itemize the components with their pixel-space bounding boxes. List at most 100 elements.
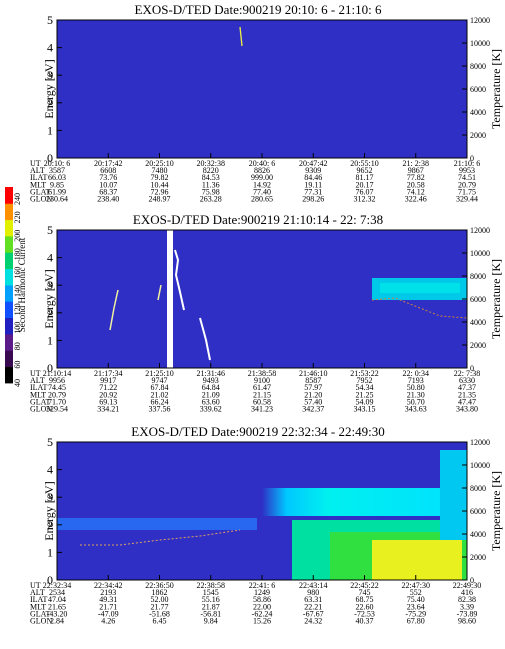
ytick-right-label: 6000: [470, 85, 486, 94]
table-cell: 263.28: [200, 195, 222, 204]
table-time-cell: 20:40: 6: [249, 159, 275, 168]
table-time-cell: 21:10: 6: [454, 159, 480, 168]
colorbar-tick-label: 200: [13, 230, 22, 242]
panel-1-plot-area: [57, 20, 467, 158]
table-cell: -73.89: [457, 609, 478, 618]
table-row-label: UT: [30, 159, 41, 168]
ytick-right-label: 12000: [470, 16, 490, 25]
colorbar-cell: [5, 268, 13, 286]
plot-frame: [56, 229, 468, 369]
panel-1: EXOS-D/TED Date:900219 20:10: 6 - 21:10:…: [30, 2, 503, 204]
table-cell: 57.97: [304, 383, 322, 392]
table-cell: 980: [307, 588, 319, 597]
table-cell: 21.71: [99, 602, 117, 611]
table-cell: 72.96: [151, 187, 169, 196]
table-cell: -47.09: [98, 609, 119, 618]
table-row-label: MLT: [30, 180, 46, 189]
colorbar-tick-label: 220: [13, 211, 22, 223]
table-cell: 10.07: [99, 180, 117, 189]
table-cell: 22.60: [356, 602, 374, 611]
table-cell: 63.31: [304, 595, 322, 604]
table-cell: 7193: [408, 376, 424, 385]
table-time-cell: 20:47:42: [299, 159, 327, 168]
ytick-right-label: 4000: [470, 530, 486, 539]
table-time-cell: 21:31:46: [197, 369, 225, 378]
colorbar-cell: [5, 236, 13, 253]
panel-3-ylabel: Energy [eV]: [42, 481, 56, 540]
colorbar-tick-label: 60: [13, 361, 22, 369]
table-cell: 3.39: [460, 602, 474, 611]
panel-3-band-lower: [57, 518, 257, 530]
ytick-label: 4: [47, 41, 53, 55]
panel-1-ylabel-right: Temperature [K]: [489, 49, 503, 129]
ytick-right-label: 10000: [470, 461, 490, 470]
table-cell: 20.79: [48, 390, 66, 399]
table-cell: 2.84: [50, 617, 64, 626]
ytick-label: 3: [47, 278, 53, 292]
ytick-right-label: 6000: [470, 295, 486, 304]
table-cell: 20.79: [458, 180, 476, 189]
colorbar-cell: [5, 334, 13, 351]
ytick-label: 3: [47, 68, 53, 82]
ytick-right-label: 10000: [470, 39, 490, 48]
panel-2-temperature-trace: [371, 297, 468, 319]
table-cell: 21.35: [458, 390, 476, 399]
table-cell: 61.99: [48, 187, 66, 196]
table-cell: 84.53: [202, 173, 220, 182]
table-time-cell: 21:38:58: [248, 369, 276, 378]
table-row-label: GLAT: [30, 187, 51, 196]
table-cell: 63.60: [202, 397, 220, 406]
table-cell: 6608: [100, 166, 116, 175]
table-row-label: GLAT: [30, 609, 51, 618]
table-cell: 68.37: [99, 187, 117, 196]
table-cell: -51.68: [149, 609, 170, 618]
colorbar-tick-label: 240: [13, 193, 22, 205]
table-row-label: UT: [30, 581, 41, 590]
colorbar-cell: [5, 350, 13, 368]
table-cell: 322.46: [405, 195, 427, 204]
table-cell: 68.75: [356, 595, 374, 604]
table-row-label: GLON: [30, 195, 52, 204]
table-row-label: ALT: [30, 376, 45, 385]
panel-1-title: EXOS-D/TED Date:900219 20:10: 6 - 21:10:…: [135, 2, 382, 17]
plot-frame: [56, 19, 468, 159]
table-row-label: ALT: [30, 166, 45, 175]
ytick-label: 5: [47, 435, 53, 449]
colorbar-cell: [5, 252, 13, 270]
ytick-right-label: 0: [470, 576, 474, 585]
table-cell: 342.37: [302, 405, 324, 414]
ytick-right-label: 8000: [470, 272, 486, 281]
ytick-right-label: 12000: [470, 226, 490, 235]
panel-2-bright-streak-c: [157, 284, 162, 301]
table-cell: 9747: [152, 376, 168, 385]
table-cell: 1862: [152, 588, 168, 597]
panel-3-yellow-zone: [372, 540, 462, 580]
table-cell: 40.37: [356, 617, 374, 626]
table-cell: 52.00: [151, 595, 169, 604]
table-cell: -75.29: [405, 609, 426, 618]
colorbar-cell: [5, 203, 13, 221]
ytick-right-label: 2000: [470, 553, 486, 562]
table-cell: 21.15: [253, 390, 271, 399]
panel-2-bright-streak-a: [174, 249, 185, 311]
table-cell: 339.62: [200, 405, 222, 414]
table-cell: 22.00: [253, 602, 271, 611]
table-cell: 343.63: [405, 405, 427, 414]
table-time-cell: 20:25:10: [145, 159, 173, 168]
table-cell: 329.44: [456, 195, 478, 204]
colorbar-tick-label: 100: [13, 322, 22, 334]
table-cell: 745: [359, 588, 371, 597]
table-row-label: GLON: [30, 405, 52, 414]
ytick-right-label: 8000: [470, 62, 486, 71]
table-cell: 7480: [152, 166, 168, 175]
table-cell: 24.32: [304, 617, 322, 626]
table-cell: 10.44: [151, 180, 169, 189]
table-cell: 9652: [357, 166, 373, 175]
table-cell: 71.75: [458, 187, 476, 196]
table-cell: 21.30: [407, 390, 425, 399]
table-cell: 312.32: [354, 195, 376, 204]
table-row-label: ALT: [30, 588, 45, 597]
table-cell: 21.87: [202, 602, 220, 611]
ytick-label: 0: [47, 361, 53, 375]
table-cell: 81.17: [356, 173, 374, 182]
